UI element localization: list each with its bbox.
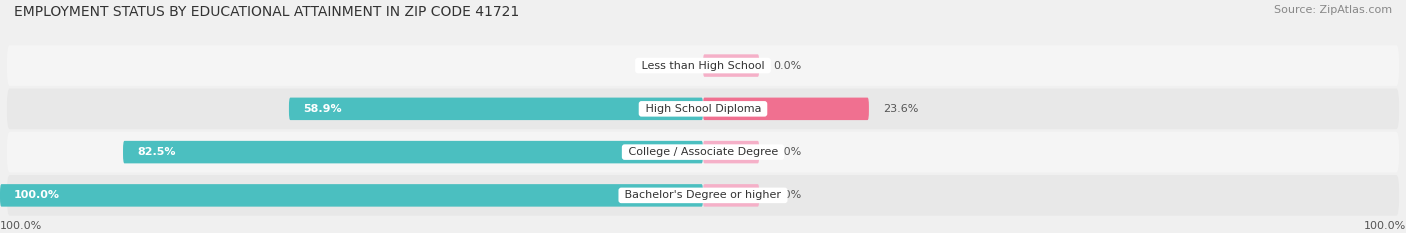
FancyBboxPatch shape: [0, 184, 703, 207]
Text: 100.0%: 100.0%: [0, 221, 42, 231]
FancyBboxPatch shape: [7, 45, 1399, 86]
FancyBboxPatch shape: [703, 141, 759, 163]
FancyBboxPatch shape: [290, 98, 703, 120]
FancyBboxPatch shape: [7, 89, 1399, 129]
FancyBboxPatch shape: [7, 132, 1399, 172]
Text: 0.0%: 0.0%: [661, 61, 689, 71]
FancyBboxPatch shape: [703, 98, 869, 120]
Text: 58.9%: 58.9%: [304, 104, 342, 114]
Text: 0.0%: 0.0%: [773, 147, 801, 157]
Text: 82.5%: 82.5%: [138, 147, 176, 157]
Text: Bachelor's Degree or higher: Bachelor's Degree or higher: [621, 190, 785, 200]
FancyBboxPatch shape: [703, 54, 759, 77]
Text: College / Associate Degree: College / Associate Degree: [624, 147, 782, 157]
Text: 0.0%: 0.0%: [773, 190, 801, 200]
Text: 100.0%: 100.0%: [14, 190, 60, 200]
Text: High School Diploma: High School Diploma: [641, 104, 765, 114]
Text: 100.0%: 100.0%: [1364, 221, 1406, 231]
Text: EMPLOYMENT STATUS BY EDUCATIONAL ATTAINMENT IN ZIP CODE 41721: EMPLOYMENT STATUS BY EDUCATIONAL ATTAINM…: [14, 5, 519, 19]
FancyBboxPatch shape: [703, 184, 759, 207]
Text: 23.6%: 23.6%: [883, 104, 918, 114]
FancyBboxPatch shape: [7, 175, 1399, 216]
Text: Source: ZipAtlas.com: Source: ZipAtlas.com: [1274, 5, 1392, 15]
FancyBboxPatch shape: [124, 141, 703, 163]
Text: 0.0%: 0.0%: [773, 61, 801, 71]
Text: Less than High School: Less than High School: [638, 61, 768, 71]
